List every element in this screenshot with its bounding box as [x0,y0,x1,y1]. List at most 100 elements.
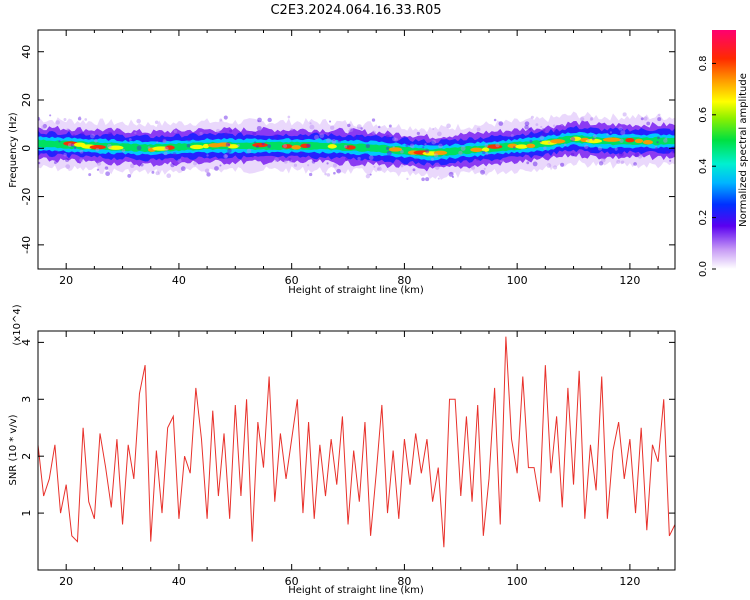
heatmap-band-green [38,135,675,157]
spectrogram-ticks: 20 40 60 80 100 120 -40 -20 0 20 40 [20,30,675,287]
snr-scale-note: (x10^4) [12,304,23,345]
spectrogram-xtick-label: 80 [397,274,411,287]
heatmap-speckle [219,118,223,122]
heatmap-speckle [547,141,551,144]
heatmap-speckle [437,131,442,137]
heatmap-speckle [38,116,41,121]
heatmap-speckle [337,138,342,143]
snr-xtick-label: 120 [619,575,640,588]
heatmap-speckle [373,165,376,168]
heatmap-speckle [458,150,463,156]
heatmap-hotspot [602,137,621,142]
heatmap-speckle [405,143,409,147]
heatmap-speckle [53,161,57,165]
heatmap-speckle [326,162,329,165]
heatmap-speckle [154,120,159,125]
heatmap-speckle [386,150,392,156]
heatmap-speckle [223,115,228,120]
heatmap-speckle [495,142,500,148]
heatmap-speckle [107,143,112,149]
heatmap-speckle [546,163,552,168]
heatmap-speckle [619,138,624,143]
heatmap-hotspot [507,143,518,149]
snr-xtick-label: 80 [397,575,411,588]
heatmap-hotspot [281,144,293,149]
heatmap-speckle [586,139,590,142]
heatmap-speckle [570,136,576,142]
heatmap-speckle [640,154,643,158]
heatmap-speckle [70,143,75,147]
heatmap-speckle [104,166,109,170]
heatmap-speckle [349,127,354,132]
heatmap-speckle [330,125,335,130]
heatmap-speckle [359,136,364,141]
heatmap-speckle [394,137,399,142]
heatmap-speckle [425,149,430,154]
spectrogram-xtick-label: 100 [507,274,528,287]
figure-title: C2E3.2024.064.16.33.R05 [270,3,441,18]
colorbar-tick-label: 0.0 [698,261,709,277]
heatmap-speckle [293,163,298,167]
heatmap-speckle [552,124,556,128]
heatmap-speckle [336,168,341,174]
spectrogram-ytick-label: -20 [20,188,33,206]
heatmap-hotspot [625,138,635,143]
heatmap-speckle [65,158,69,163]
heatmap-speckle [609,131,613,134]
heatmap-speckle [227,148,232,154]
heatmap-speckle [643,116,648,121]
heatmap-speckle [539,135,545,140]
heatmap-speckle [41,124,46,130]
heatmap-speckle [377,125,381,129]
heatmap-speckle [592,137,595,141]
heatmap-speckle [255,153,258,156]
heatmap-hotspot [344,145,356,150]
snr-xtick-label: 60 [285,575,299,588]
heatmap-speckle [84,118,88,121]
heatmap-speckle [177,158,182,163]
heatmap-speckle [288,158,292,161]
heatmap-speckle [598,161,604,166]
heatmap-speckle [592,134,597,139]
heatmap-speckle [79,149,84,154]
heatmap-speckle [409,143,415,149]
heatmap-speckle [602,130,605,133]
heatmap-speckle [400,164,404,168]
heatmap-speckle [251,155,254,158]
heatmap-speckle [328,132,331,135]
heatmap-speckle [256,145,259,149]
heatmap-speckle [371,118,376,122]
heatmap-speckle [414,157,419,163]
heatmap-speckle [368,155,374,161]
colorbar: 0.0 0.2 0.4 0.6 0.8 Normalized spectral ampl… [698,30,749,277]
heatmap-speckle [95,147,100,152]
heatmap-speckle [214,166,219,171]
heatmap-speckle [476,127,481,132]
snr-xtick-label: 100 [507,575,528,588]
heatmap-speckle [535,123,539,126]
heatmap-speckle [328,120,332,123]
heatmap-speckle [147,146,151,149]
heatmap-speckle [380,156,384,160]
heatmap-speckle [187,137,191,142]
heatmap-speckle [72,143,75,147]
heatmap-speckle [173,129,178,134]
heatmap-speckle [333,171,336,175]
heatmap-speckle [96,161,102,166]
heatmap-speckle [136,118,141,124]
heatmap-speckle [400,149,404,154]
heatmap-speckle [225,142,231,147]
heatmap-speckle [290,128,294,131]
heatmap-speckle [172,152,177,157]
heatmap-speckle [283,144,288,148]
heatmap-hotspot [227,144,239,149]
heatmap-speckle [224,132,228,137]
heatmap-speckle [199,131,203,136]
heatmap-speckle [541,131,547,137]
heatmap-speckle [386,146,390,151]
heatmap-speckle [63,153,67,157]
heatmap-speckle [326,173,331,177]
heatmap-speckle [448,171,454,177]
heatmap-speckle [543,146,547,150]
heatmap-hotspot [202,143,210,149]
